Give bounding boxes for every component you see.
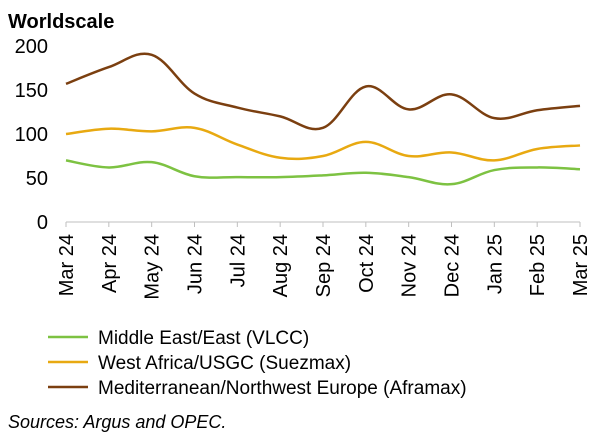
y-axis-title: Worldscale: [8, 11, 114, 33]
x-tick-label: Feb 25: [527, 234, 549, 296]
series-line-3: [65, 52, 581, 131]
legend-label: Mediterranean/Northwest Europe (Aframax): [98, 378, 467, 399]
legend-label: West Africa/USGC (Suezmax): [98, 353, 351, 374]
x-tick-label: Jul 24: [227, 234, 249, 287]
x-tick-label: Apr 24: [99, 234, 121, 293]
x-tick-label: Mar 24: [56, 234, 78, 296]
legend-label: Middle East/East (VLCC): [98, 328, 309, 349]
x-tick-label: May 24: [142, 234, 164, 300]
x-tick-label: Jan 25: [484, 234, 506, 294]
y-tick-label: 0: [37, 212, 48, 234]
x-tick-label: Jun 24: [185, 234, 207, 294]
x-tick-label: Mar 25: [570, 234, 592, 296]
series-line-1: [65, 159, 581, 186]
source-note: Sources: Argus and OPEC.: [8, 412, 226, 432]
series-lines: [65, 52, 581, 186]
x-tick-label: Aug 24: [270, 234, 292, 297]
x-tick-label: Nov 24: [399, 234, 421, 297]
x-tick-label: Sep 24: [313, 234, 335, 297]
legend: Middle East/East (VLCC) West Africa/USGC …: [48, 328, 467, 399]
series-line-2: [65, 126, 581, 162]
y-tick-label: 100: [15, 124, 48, 146]
y-tick-label: 200: [15, 36, 48, 58]
y-tick-label: 150: [15, 80, 48, 102]
y-tick-label: 50: [26, 168, 48, 190]
x-tick-label: Oct 24: [356, 234, 378, 293]
y-axis-ticks: 0 50 100 150 200: [15, 36, 48, 234]
x-tick-label: Dec 24: [442, 234, 464, 297]
x-axis-ticks: Mar 24 Apr 24 May 24 Jun 24 Jul 24 Aug 24 Sep …: [56, 222, 592, 300]
